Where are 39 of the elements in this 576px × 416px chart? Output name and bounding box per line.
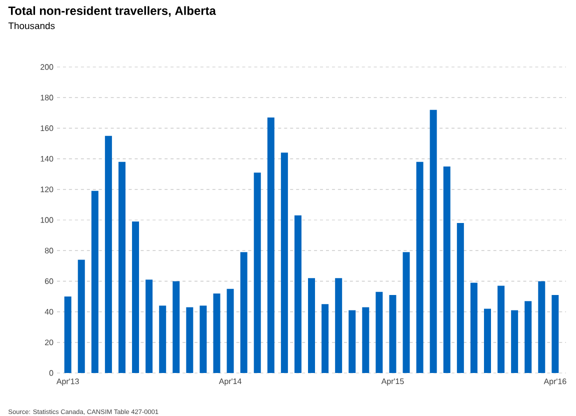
bar	[443, 166, 450, 373]
bar	[430, 110, 437, 373]
bar	[524, 301, 532, 373]
bar	[64, 296, 72, 373]
bar	[470, 282, 478, 373]
bar	[362, 307, 370, 373]
bar	[511, 310, 518, 373]
bar	[254, 172, 261, 373]
bar	[538, 281, 546, 373]
bar	[308, 278, 316, 373]
bar	[146, 280, 153, 373]
bar	[456, 223, 464, 373]
bar	[416, 162, 424, 373]
bar	[91, 190, 98, 373]
bar	[484, 308, 491, 373]
bar	[498, 286, 505, 373]
bar	[213, 293, 220, 373]
bar	[118, 162, 126, 373]
bar	[78, 260, 85, 373]
bar	[322, 304, 329, 373]
bar	[132, 222, 140, 373]
bar	[348, 310, 356, 373]
bar	[552, 294, 559, 373]
bar	[402, 252, 410, 373]
chart-subtitle: Thousands	[8, 22, 55, 30]
bar	[376, 292, 383, 373]
bar	[159, 306, 166, 373]
chart-title: Total non-resident travellers, Alberta	[8, 6, 216, 17]
bar	[172, 281, 180, 373]
bar	[280, 152, 288, 373]
bar	[389, 294, 396, 373]
bar	[200, 306, 207, 373]
bar	[267, 117, 274, 373]
bar	[294, 215, 302, 373]
bar	[226, 288, 234, 373]
bar	[104, 136, 112, 373]
bar	[186, 307, 194, 373]
bar	[240, 252, 248, 373]
bar	[335, 278, 342, 373]
